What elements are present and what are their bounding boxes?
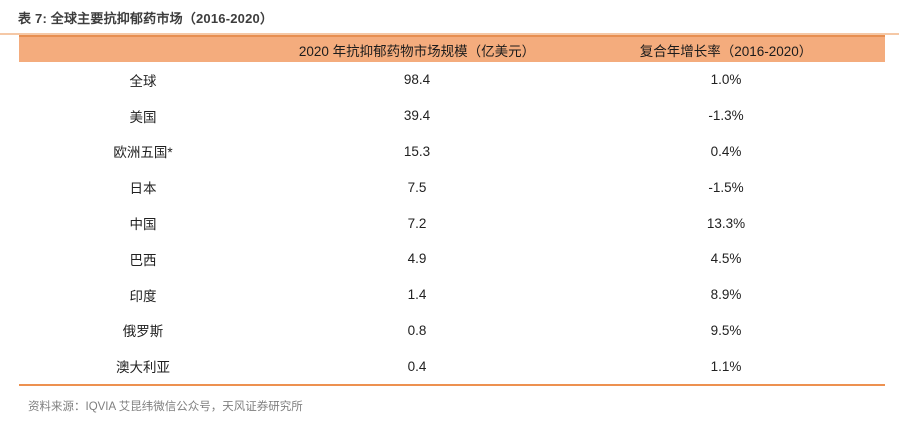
region-cell: 巴西 bbox=[129, 252, 157, 268]
region-cell: 澳大利亚 bbox=[116, 360, 170, 376]
cagr-cell: -1.3% bbox=[708, 108, 744, 124]
table-row: 日本 7.5 -1.5% bbox=[19, 169, 885, 206]
cagr-cell: 8.9% bbox=[710, 287, 742, 303]
cagr-cell: 13.3% bbox=[706, 215, 746, 231]
table-row: 欧洲五国* 15.3 0.4% bbox=[19, 133, 885, 170]
cagr-cell: 0.4% bbox=[710, 143, 742, 159]
title-underline bbox=[0, 33, 899, 35]
market-size-cell: 0.4 bbox=[407, 358, 427, 374]
market-table: 2020 年抗抑郁药物市场规模（亿美元） 复合年增长率（2016-2020） 全… bbox=[19, 35, 885, 387]
region-cell: 美国 bbox=[129, 109, 157, 125]
market-size-cell: 15.3 bbox=[403, 143, 431, 159]
region-cell: 俄罗斯 bbox=[122, 324, 164, 340]
table-row: 全球 98.4 1.0% bbox=[19, 62, 885, 98]
cagr-cell: 4.5% bbox=[710, 251, 742, 267]
region-cell: 日本 bbox=[129, 181, 157, 197]
source-note: 资料来源：IQVIA 艾昆纬微信公众号，天风证券研究所 bbox=[28, 401, 303, 413]
region-cell: 中国 bbox=[129, 217, 157, 233]
table-row: 中国 7.2 13.3% bbox=[19, 205, 885, 241]
cagr-cell: -1.5% bbox=[708, 179, 744, 195]
market-size-cell: 4.9 bbox=[407, 251, 427, 267]
table-row: 美国 39.4 -1.3% bbox=[19, 97, 885, 134]
table-row: 印度 1.4 8.9% bbox=[19, 276, 885, 313]
region-cell: 全球 bbox=[129, 73, 157, 89]
market-size-cell: 7.5 bbox=[407, 179, 427, 195]
column-header-cagr: 复合年增长率（2016-2020） bbox=[639, 43, 813, 59]
table-row: 澳大利亚 0.4 1.1% bbox=[19, 348, 885, 385]
cagr-cell: 9.5% bbox=[710, 322, 742, 338]
table-header-row: 2020 年抗抑郁药物市场规模（亿美元） 复合年增长率（2016-2020） bbox=[19, 35, 885, 62]
table-row: 巴西 4.9 4.5% bbox=[19, 240, 885, 277]
cagr-cell: 1.1% bbox=[710, 358, 742, 374]
table-row: 俄罗斯 0.8 9.5% bbox=[19, 312, 885, 349]
region-cell: 欧洲五国* bbox=[113, 145, 173, 161]
region-cell: 印度 bbox=[129, 288, 157, 304]
cagr-cell: 1.0% bbox=[710, 72, 742, 88]
market-size-cell: 98.4 bbox=[403, 72, 431, 88]
table-title: 表 7: 全球主要抗抑郁药市场（2016-2020） bbox=[18, 11, 274, 26]
market-size-cell: 7.2 bbox=[407, 215, 427, 231]
market-size-cell: 1.4 bbox=[407, 287, 427, 303]
column-header-market-size: 2020 年抗抑郁药物市场规模（亿美元） bbox=[298, 43, 536, 59]
market-size-cell: 39.4 bbox=[403, 108, 431, 124]
market-size-cell: 0.8 bbox=[407, 322, 427, 338]
